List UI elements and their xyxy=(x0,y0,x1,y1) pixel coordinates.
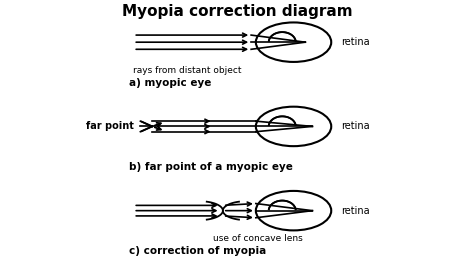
Text: use of concave lens: use of concave lens xyxy=(213,234,303,243)
Text: c) correction of myopia: c) correction of myopia xyxy=(128,246,266,256)
Text: Myopia correction diagram: Myopia correction diagram xyxy=(122,4,352,19)
Text: a) myopic eye: a) myopic eye xyxy=(128,78,211,88)
Text: rays from distant object: rays from distant object xyxy=(133,66,242,75)
Text: b) far point of a myopic eye: b) far point of a myopic eye xyxy=(128,162,292,172)
Text: retina: retina xyxy=(341,37,369,47)
Text: retina: retina xyxy=(341,121,369,131)
Text: retina: retina xyxy=(341,206,369,216)
Text: far point: far point xyxy=(86,121,134,131)
